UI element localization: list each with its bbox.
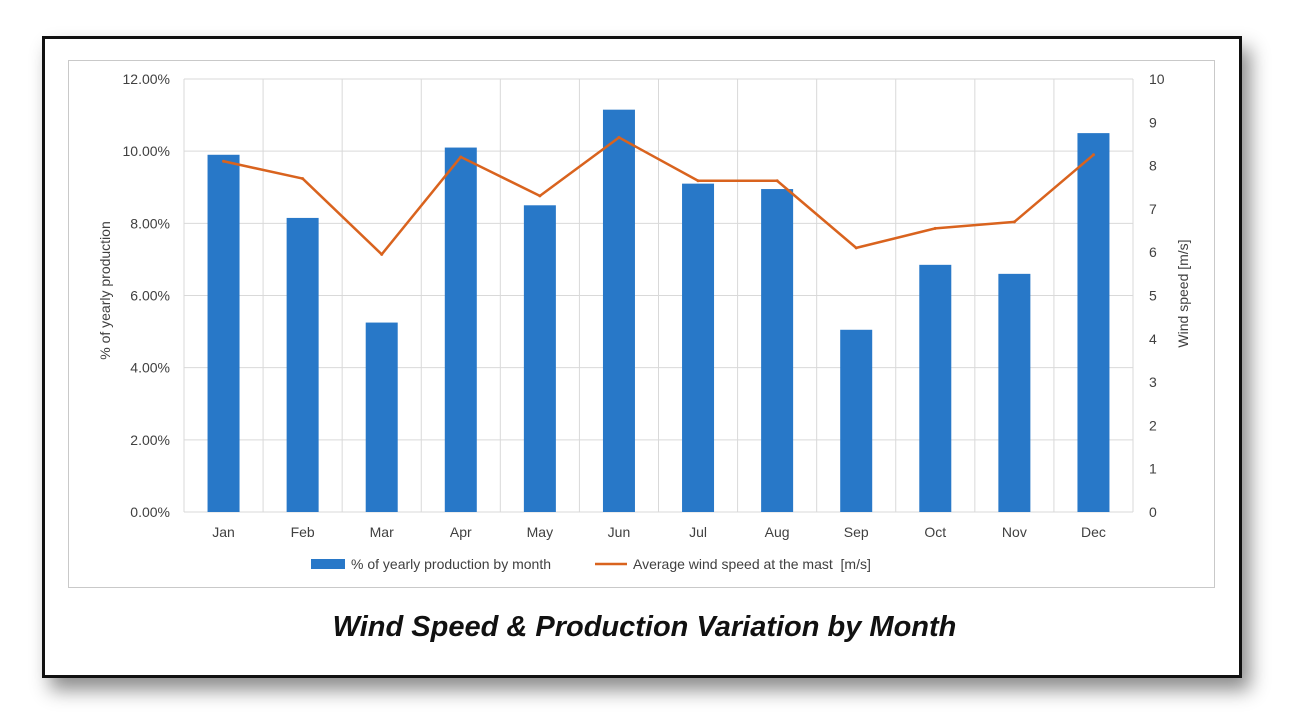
x-tick-label: Jan — [212, 524, 235, 540]
x-tick-label: Apr — [450, 524, 472, 540]
wind-speed-point — [459, 155, 463, 159]
y-left-tick-label: 6.00% — [130, 288, 170, 304]
y-right-tick-label: 1 — [1149, 461, 1157, 477]
x-tick-label: Mar — [370, 524, 394, 540]
wind-speed-line — [223, 136, 1095, 256]
x-tick-label: Feb — [291, 524, 315, 540]
y-right-tick-label: 0 — [1149, 504, 1157, 520]
x-tick-label: Jun — [608, 524, 631, 540]
y-left-tick-label: 2.00% — [130, 432, 170, 448]
bar — [1077, 133, 1110, 512]
y-right-tick-label: 9 — [1149, 114, 1157, 130]
bar — [998, 273, 1031, 512]
chart-caption: Wind Speed & Production Variation by Mon… — [332, 611, 957, 643]
y-right-tick-label: 6 — [1149, 244, 1157, 260]
bar — [840, 329, 873, 512]
y-right-tick-label: 4 — [1149, 331, 1157, 347]
wind-speed-point — [380, 252, 384, 256]
y-right-axis-title: Wind speed [m/s] — [1175, 239, 1191, 347]
wind-speed-point — [696, 179, 700, 183]
wind-speed-point — [301, 177, 305, 181]
x-tick-label: Nov — [1002, 524, 1027, 540]
y-right-tick-label: 5 — [1149, 288, 1157, 304]
y-left-tick-label: 4.00% — [130, 360, 170, 376]
x-tick-label: Dec — [1081, 524, 1106, 540]
y-left-tick-label: 8.00% — [130, 215, 170, 231]
wind-speed-point — [538, 194, 542, 198]
y-left-tick-label: 12.00% — [123, 71, 170, 87]
bar — [682, 183, 715, 512]
x-tick-label: Aug — [765, 524, 790, 540]
bar — [365, 322, 398, 512]
wind-speed-point — [222, 159, 226, 163]
y-right-tick-label: 2 — [1149, 417, 1157, 433]
y-left-tick-label: 10.00% — [123, 143, 170, 159]
bar — [523, 205, 556, 512]
wind-speed-point — [1091, 153, 1095, 157]
x-tick-label: Oct — [924, 524, 946, 540]
y-left-axis-title: % of yearly production — [97, 221, 113, 360]
bar — [207, 154, 240, 512]
y-right-tick-label: 3 — [1149, 374, 1157, 390]
wind-speed-point — [1012, 220, 1016, 224]
bar — [919, 264, 952, 512]
bar — [602, 109, 635, 512]
wind-speed-point — [933, 226, 937, 230]
bar — [761, 189, 794, 512]
x-tick-label: Sep — [844, 524, 869, 540]
wind-speed-point — [854, 246, 858, 250]
legend-label-bar: % of yearly production by month — [351, 556, 551, 572]
y-right-tick-label: 8 — [1149, 158, 1157, 174]
wind-speed-point — [775, 179, 779, 183]
bar — [286, 217, 319, 512]
legend-swatch-bar — [311, 559, 345, 569]
y-left-tick-label: 0.00% — [130, 504, 170, 520]
legend-label-line: Average wind speed at the mast [m/s] — [633, 556, 871, 572]
y-right-tick-label: 7 — [1149, 201, 1157, 217]
x-tick-label: Jul — [689, 524, 707, 540]
y-right-tick-label: 10 — [1149, 71, 1165, 87]
wind-speed-point — [617, 135, 621, 139]
x-tick-label: May — [527, 524, 553, 540]
bar — [444, 147, 477, 512]
